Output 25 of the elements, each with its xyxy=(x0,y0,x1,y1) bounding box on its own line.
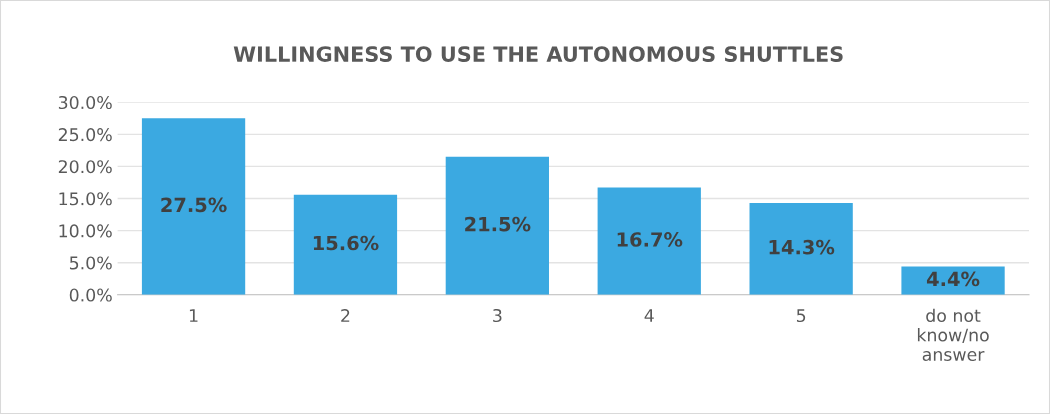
y-tick-label: 20.0% xyxy=(58,160,112,174)
x-tick-label: 1 xyxy=(189,309,198,322)
y-tick-label: 30.0% xyxy=(58,95,112,110)
data-label: 16.7% xyxy=(617,232,683,247)
bar xyxy=(597,187,701,295)
data-label: 27.5% xyxy=(161,197,227,213)
data-label: 4.4% xyxy=(926,271,980,287)
data-label: 14.3% xyxy=(769,239,835,255)
y-tick-label: 0.0% xyxy=(69,288,112,302)
bar xyxy=(445,156,549,295)
chart-title: WILLINGNESS TO USE THE AUTONOMOUS SHUTTLES xyxy=(233,46,843,62)
x-tick-label: 4 xyxy=(644,309,654,322)
x-tick-label: do not know/no answer xyxy=(917,308,989,361)
data-label: 21.5% xyxy=(465,216,531,232)
y-tick-label: 25.0% xyxy=(58,128,112,142)
bar xyxy=(749,203,853,295)
y-tick-label: 15.0% xyxy=(59,192,112,206)
bar xyxy=(141,118,246,295)
x-tick-label: 5 xyxy=(796,309,806,323)
data-label: 15.6% xyxy=(313,235,379,251)
bar xyxy=(293,194,398,295)
x-tick-label: 3 xyxy=(493,308,502,323)
y-tick-label: 10.0% xyxy=(59,224,112,238)
x-tick-label: 2 xyxy=(341,308,350,322)
y-tick-label: 5.0% xyxy=(69,256,112,270)
